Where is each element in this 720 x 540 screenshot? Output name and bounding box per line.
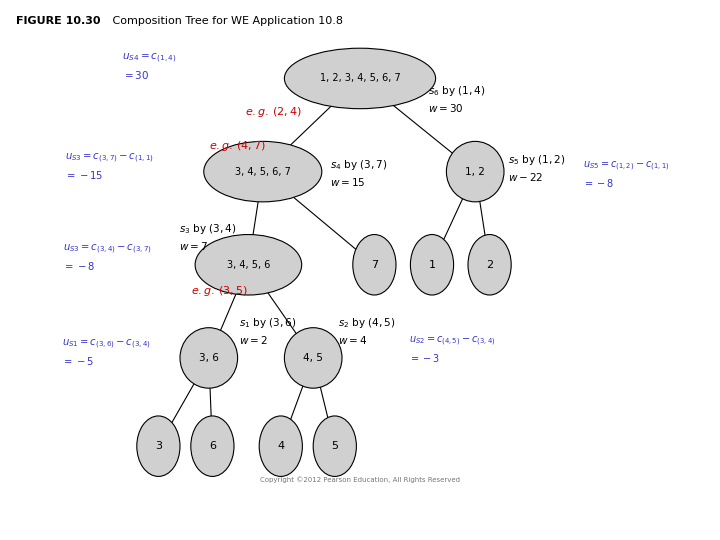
Ellipse shape [446,141,504,202]
Text: Copyright © 2017, 1998 by Pearson Education, Inc.
All Rights Reserved: Copyright © 2017, 1998 by Pearson Educat… [425,497,631,518]
Text: 3, 4, 5, 6, 7: 3, 4, 5, 6, 7 [235,167,291,177]
Ellipse shape [195,234,302,295]
Text: Composition Tree for WE Application 10.8: Composition Tree for WE Application 10.8 [102,16,343,26]
Text: $u_{S3} = c_{(3,7)} - c_{(1,1)}$
$= -15$: $u_{S3} = c_{(3,7)} - c_{(1,1)}$ $= -15$ [65,152,153,181]
Text: Copyright ©2012 Pearson Education, All Rights Reserved: Copyright ©2012 Pearson Education, All R… [260,476,460,483]
Text: $u_{S1} = c_{(3,6)} - c_{(3,4)}$
$= -5$: $u_{S1} = c_{(3,6)} - c_{(3,4)}$ $= -5$ [62,338,150,367]
Text: ALWAYS LEARNING: ALWAYS LEARNING [16,511,111,519]
Ellipse shape [353,234,396,295]
Ellipse shape [180,328,238,388]
Ellipse shape [259,416,302,476]
Text: $s_3$ by $(3, 4)$
$w = 7$: $s_3$ by $(3, 4)$ $w = 7$ [179,222,236,252]
Ellipse shape [468,234,511,295]
Text: $e.g.\,(4,7)$: $e.g.\,(4,7)$ [209,139,266,153]
Text: Optimization in Operations Research, 2e
Ronald L. Rardin: Optimization in Operations Research, 2e … [144,497,306,518]
Text: FIGURE 10.30: FIGURE 10.30 [16,16,100,26]
Text: $e.g.\,(3,5)$: $e.g.\,(3,5)$ [191,284,248,298]
Text: 3, 6: 3, 6 [199,353,219,363]
Text: 6: 6 [209,441,216,451]
Text: $e.g.\,(2,4)$: $e.g.\,(2,4)$ [245,105,302,119]
Text: PEARSON: PEARSON [659,506,720,524]
Text: 4, 5: 4, 5 [303,353,323,363]
Text: $s_2$ by $(4, 5)$
$w = 4$: $s_2$ by $(4, 5)$ $w = 4$ [338,316,396,347]
Text: 1, 2: 1, 2 [465,167,485,177]
Text: $u_{S2} = c_{(4,5)} - c_{(3,4)}$
$= -3$: $u_{S2} = c_{(4,5)} - c_{(3,4)}$ $= -3$ [409,334,495,364]
Ellipse shape [137,416,180,476]
Ellipse shape [204,141,322,202]
Ellipse shape [313,416,356,476]
Text: 2: 2 [486,260,493,270]
Text: $u_{S4} = c_{(1,4)}$
$= 30$: $u_{S4} = c_{(1,4)}$ $= 30$ [122,51,177,81]
Text: 1: 1 [428,260,436,270]
Text: 4: 4 [277,441,284,451]
Ellipse shape [284,328,342,388]
Text: $u_{S3} = c_{(3,4)} - c_{(3,7)}$
$= -8$: $u_{S3} = c_{(3,4)} - c_{(3,7)}$ $= -8$ [63,242,152,272]
Ellipse shape [284,48,436,109]
Text: $s_6$ by $(1, 4)$
$w = 30$: $s_6$ by $(1, 4)$ $w = 30$ [428,84,486,114]
Text: 5: 5 [331,441,338,451]
Ellipse shape [410,234,454,295]
Ellipse shape [191,416,234,476]
Text: 3, 4, 5, 6: 3, 4, 5, 6 [227,260,270,270]
Text: 3: 3 [155,441,162,451]
Text: 7: 7 [371,260,378,270]
Text: $s_5$ by $(1, 2)$
$w - 22$: $s_5$ by $(1, 2)$ $w - 22$ [508,153,566,183]
Text: 1, 2, 3, 4, 5, 6, 7: 1, 2, 3, 4, 5, 6, 7 [320,73,400,84]
Text: $u_{S5} = c_{(1,2)} - c_{(1,1)}$
$= -8$: $u_{S5} = c_{(1,2)} - c_{(1,1)}$ $= -8$ [583,159,670,189]
Text: $s_1$ by $(3, 6)$
$w = 2$: $s_1$ by $(3, 6)$ $w = 2$ [239,316,297,347]
Text: $s_4$ by $(3, 7)$
$w = 15$: $s_4$ by $(3, 7)$ $w = 15$ [330,158,387,187]
